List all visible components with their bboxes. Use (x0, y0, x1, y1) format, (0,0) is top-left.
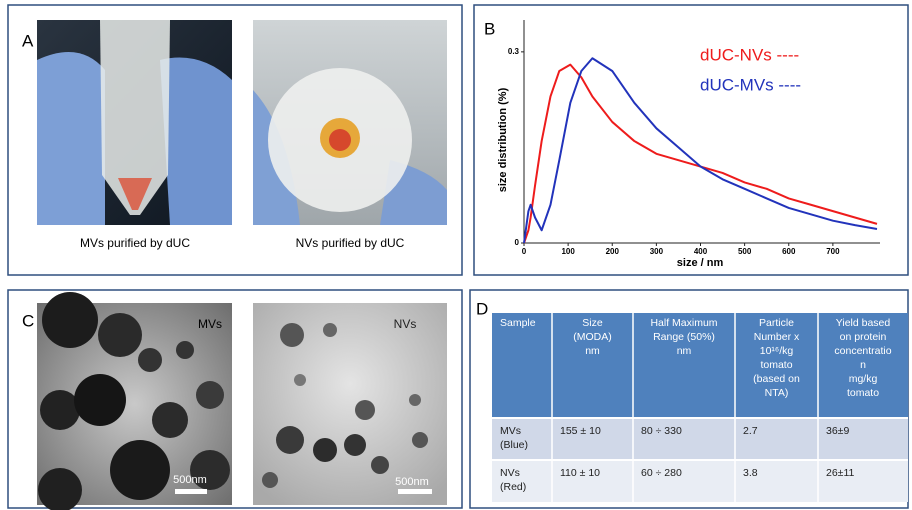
panel-label: D (476, 299, 488, 318)
table-cell: 60 ÷ 280 (641, 467, 682, 479)
table-cell: 3.8 (743, 467, 758, 479)
header-cell: NTA) (765, 387, 789, 399)
header-cell: Range (50%) (653, 331, 715, 343)
image-label: NVs (394, 317, 417, 331)
header-cell: on protein (840, 331, 887, 343)
caption: NVs purified by dUC (296, 236, 405, 250)
header-cell: Sample (500, 317, 536, 329)
y-axis-label: size distribution (%) (497, 87, 509, 192)
y-tick-label: 0 (515, 238, 520, 247)
x-tick-label: 600 (782, 247, 796, 256)
tem-nvs (253, 303, 447, 505)
header-cell: n (860, 359, 866, 371)
header-cell: mg/kg (849, 373, 878, 385)
caption: MVs purified by dUC (80, 236, 190, 250)
scale-bar-label: 500nm (173, 474, 207, 486)
header-cell: tomato (760, 359, 792, 371)
x-tick-label: 100 (561, 247, 575, 256)
x-tick-label: 500 (738, 247, 752, 256)
header-cell: Particle (759, 317, 794, 329)
header-cell: concentratio (834, 345, 891, 357)
table-cell: 26±11 (826, 467, 855, 479)
panel-label: A (22, 31, 34, 50)
header-cell: (MODA) (573, 331, 612, 343)
table-cell: NVs (500, 467, 520, 479)
header-cell: nm (585, 345, 600, 357)
table-cell: MVs (500, 425, 521, 437)
x-tick-label: 300 (650, 247, 664, 256)
table-cell: 2.7 (743, 425, 758, 437)
table-cell: 36±9 (826, 425, 849, 437)
panel-label: B (484, 19, 495, 38)
legend-entry: dUC-MVs ---- (700, 75, 801, 94)
header-cell: (based on (753, 373, 800, 385)
figure: A MVs purified by dUC NVs purified by dU… (0, 0, 912, 510)
header-cell: 10¹⁶/kg (760, 345, 794, 357)
table-cell: 155 ± 10 (560, 425, 601, 437)
table-cell: 80 ÷ 330 (641, 425, 682, 437)
image-label: MVs (198, 317, 222, 331)
x-tick-label: 400 (694, 247, 708, 256)
x-axis-label: size / nm (677, 257, 724, 269)
scale-bar-label: 500nm (395, 476, 429, 488)
header-cell: Yield based (836, 317, 891, 329)
header-cell: nm (677, 345, 692, 357)
panel-frame (474, 5, 908, 275)
x-tick-label: 700 (826, 247, 840, 256)
header-cell: Size (582, 317, 603, 329)
table: Sample Size (MODA) nm Half Maximum Range (50%… (492, 313, 908, 502)
photo-mvs (37, 20, 232, 225)
x-tick-label: 0 (522, 247, 527, 256)
table-cell: (Red) (500, 481, 526, 493)
header-cell: tomato (847, 387, 879, 399)
legend-entry: dUC-NVs ---- (700, 45, 799, 64)
photo-nvs (253, 20, 447, 225)
chart: B size / nm size distribution (%) 0 100 20… (484, 19, 880, 268)
scale-bar (175, 489, 207, 494)
header-cell: Half Maximum (650, 317, 717, 329)
x-tick-label: 200 (606, 247, 620, 256)
scale-bar (398, 489, 432, 494)
table-cell: (Blue) (500, 439, 528, 451)
table-cell: 110 ± 10 (560, 467, 600, 479)
header-cell: Number x (754, 331, 800, 343)
y-tick-label: 0.3 (508, 47, 520, 56)
panel-label: C (22, 311, 34, 330)
